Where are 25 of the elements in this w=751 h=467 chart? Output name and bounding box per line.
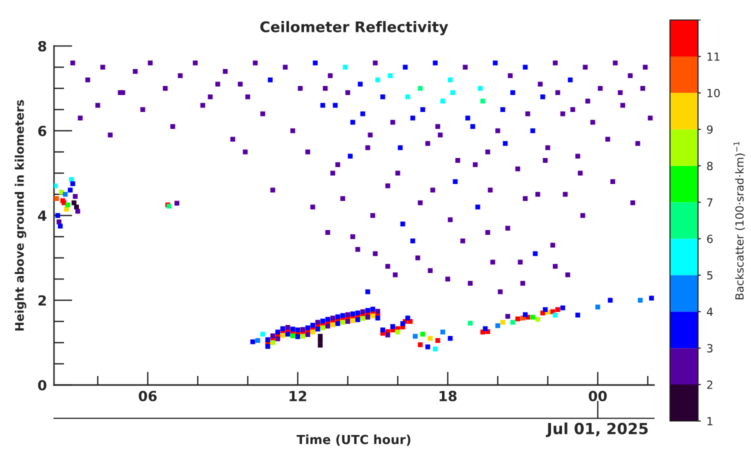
y-tick-label: 0: [38, 380, 46, 390]
y-tick-label: 6: [38, 126, 46, 136]
x-tick-label: 12: [290, 390, 306, 402]
color-bar-label: 6: [707, 234, 713, 244]
y-axis-title: Height above ground in kilometers: [14, 100, 26, 330]
x-axis-title: Time (UTC hour): [296, 434, 410, 446]
color-bar-label: 2: [707, 380, 712, 389]
color-bar-label: 5: [707, 271, 712, 280]
annotation: Jul 01, 2025: [546, 422, 648, 438]
color-bar-label: 10: [708, 88, 720, 98]
y-tick-label: 4: [38, 210, 46, 221]
color-bar-label: 3: [707, 344, 713, 352]
color-bar-label: 4: [706, 308, 713, 316]
color-bar-label: 8: [707, 162, 713, 170]
y-tick-label: 8: [38, 40, 46, 52]
x-tick-label: 06: [138, 390, 157, 402]
x-tick-label: 00: [588, 390, 607, 402]
color-bar-label: 11: [708, 52, 720, 61]
color-bar-label: 1: [708, 417, 712, 426]
y-tick-label: 2: [38, 295, 46, 306]
color-bar-label: 7: [707, 198, 712, 206]
color-bar-title: Backscatter (100·srad·km)$^{−1}$: [734, 142, 745, 300]
color-bar-label: 9: [707, 125, 713, 134]
chart-title: Ceilometer Reflectivity: [260, 21, 448, 36]
x-tick-label: 18: [440, 390, 457, 402]
